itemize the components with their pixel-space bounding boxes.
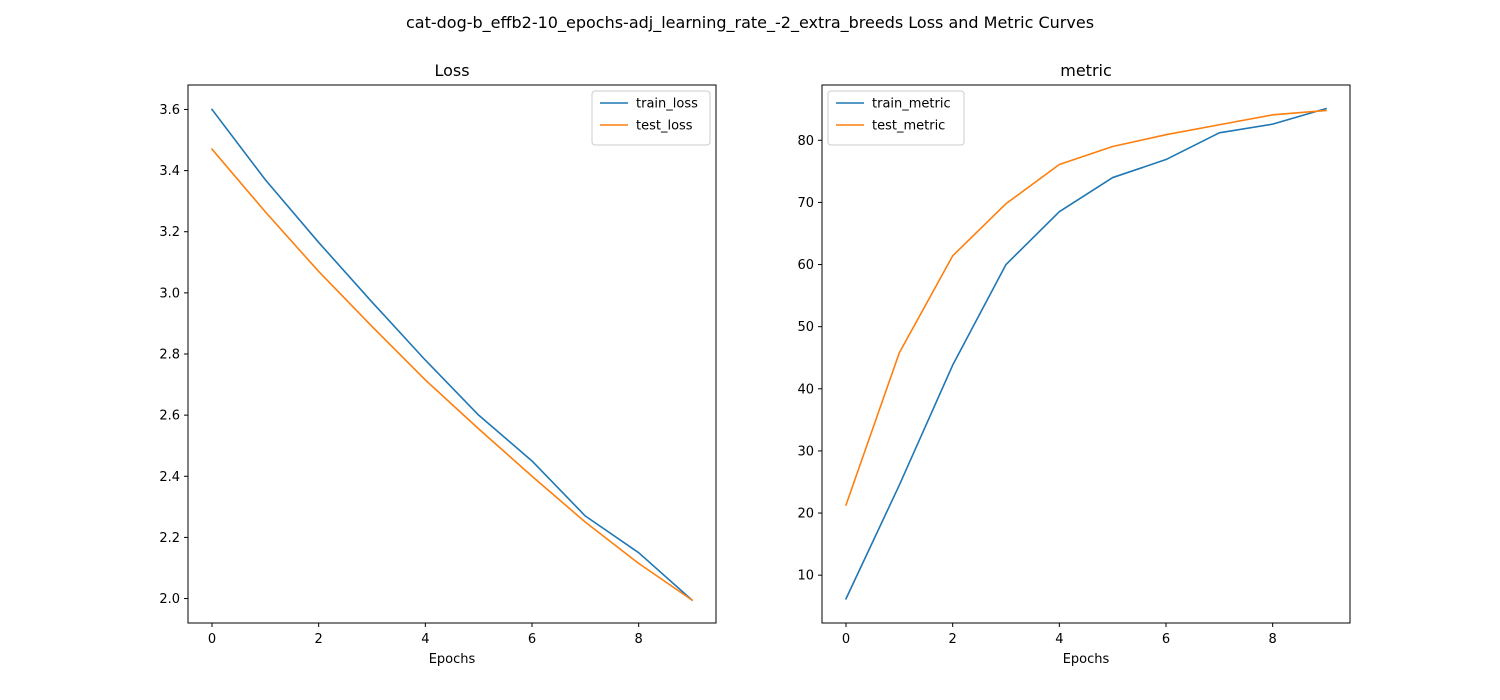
metric-y-tick-label: 80 <box>797 134 814 149</box>
loss-legend-label-train_loss: train_loss <box>636 97 698 112</box>
loss-series-test_loss <box>210 148 694 602</box>
loss-series-train_loss <box>210 108 694 602</box>
metric-x-tick-label: 0 <box>842 632 850 647</box>
loss-x-tick-label: 4 <box>421 632 429 647</box>
metric-chart-xlabel: Epochs <box>1063 652 1110 667</box>
metric-legend-label-train_metric: train_metric <box>872 97 951 112</box>
metric-plot-area <box>821 84 1351 624</box>
loss-legend: train_loss test_loss <box>591 90 711 146</box>
metric-series-test_metric <box>844 109 1327 506</box>
figure-title: cat-dog-b_effb2-10_epochs-adj_learning_r… <box>406 13 1094 33</box>
metric-legend-label-test_metric: test_metric <box>872 119 945 134</box>
loss-y-tick-label: 3.4 <box>159 164 180 179</box>
metric-x-tick-label: 6 <box>1162 632 1170 647</box>
loss-x-tick-label: 2 <box>315 632 323 647</box>
loss-x-tick-label: 6 <box>528 632 536 647</box>
metric-y-tick-label: 50 <box>797 320 814 335</box>
loss-y-tick-label: 3.0 <box>159 286 180 301</box>
metric-y-tick-label: 30 <box>797 444 814 459</box>
metric-y-tick-label: 60 <box>797 258 814 273</box>
loss-chart-xlabel: Epochs <box>429 652 476 667</box>
metric-legend: train_metric test_metric <box>827 90 965 146</box>
loss-plot-area <box>187 84 717 624</box>
loss-x-tick-label: 0 <box>208 632 216 647</box>
metric-x-tick-label: 4 <box>1055 632 1063 647</box>
metric-x-tick-label: 2 <box>949 632 957 647</box>
metric-legend-frame <box>827 90 965 146</box>
loss-y-tick-label: 2.4 <box>159 470 180 485</box>
metric-y-tick-label: 40 <box>797 382 814 397</box>
metric-chart-title: metric <box>1060 61 1112 80</box>
loss-chart: Loss Epochs 0 2 4 6 8 2.0 2.2 2.4 2.6 2.8 3.0 3.2 3.… <box>159 61 717 667</box>
metric-x-tick-label: 8 <box>1269 632 1277 647</box>
metric-chart: metric Epochs 0 2 4 6 8 10 20 30 40 50 60 70 80 train… <box>797 61 1351 667</box>
loss-y-tick-label: 3.6 <box>159 103 180 118</box>
metric-y-tick-label: 10 <box>797 569 814 584</box>
metric-series-train_metric <box>844 107 1327 600</box>
loss-legend-label-test_loss: test_loss <box>636 119 693 134</box>
loss-y-tick-label: 2.0 <box>159 592 180 607</box>
loss-y-tick-label: 3.2 <box>159 225 180 240</box>
loss-chart-title: Loss <box>434 61 469 80</box>
metric-y-tick-label: 70 <box>797 196 814 211</box>
loss-y-tick-label: 2.6 <box>159 409 180 424</box>
loss-y-tick-label: 2.8 <box>159 348 180 363</box>
metric-y-tick-label: 20 <box>797 507 814 522</box>
loss-x-tick-label: 8 <box>635 632 643 647</box>
loss-y-tick-label: 2.2 <box>159 531 180 546</box>
loss-legend-frame <box>591 90 711 146</box>
